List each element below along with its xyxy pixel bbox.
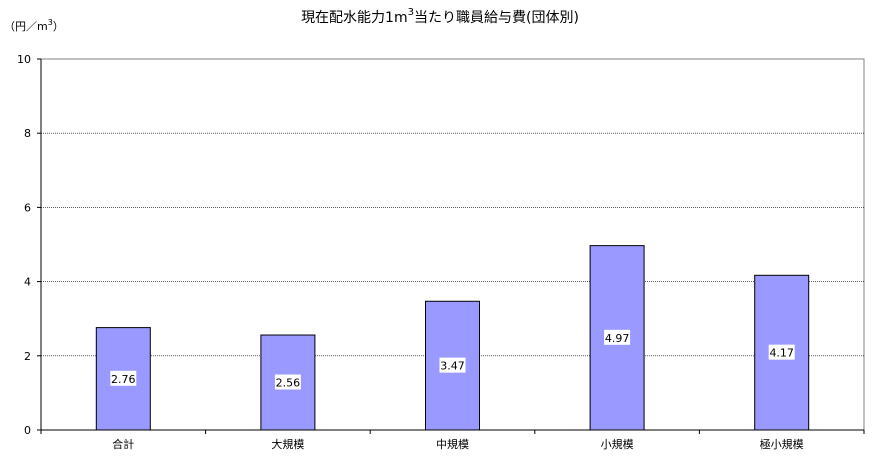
- data-label-bg: [110, 370, 137, 386]
- y-tick-label: 4: [24, 276, 31, 289]
- data-label-1: 2.56: [276, 377, 301, 390]
- category-label-1: 大規模: [271, 437, 304, 451]
- bars: [95, 245, 810, 431]
- y-axis-ticks: 0 2 4 6 8 10: [17, 53, 41, 437]
- category-label-2: 中規模: [436, 437, 469, 451]
- category-label-3: 小規模: [601, 437, 634, 451]
- data-label-4: 4.17: [769, 347, 794, 360]
- data-label-bg: [604, 329, 631, 345]
- y-tick-label: 2: [24, 350, 31, 363]
- y-tick-label: 6: [24, 201, 31, 214]
- y-tick-label: 0: [24, 424, 31, 437]
- data-label-bg: [768, 344, 795, 360]
- y-tick-label: 10: [17, 53, 31, 66]
- chart-title: 現在配水能力1m3当たり職員給与費(団体別): [301, 7, 579, 26]
- data-label-3: 4.97: [605, 332, 630, 345]
- data-labels: 2.76 2.56 3.47 4.97 4.17: [110, 329, 795, 390]
- y-axis-unit: （円／m3）: [4, 18, 64, 33]
- category-label-4: 極小規模: [760, 437, 804, 451]
- data-label-0: 2.76: [111, 373, 136, 386]
- data-label-2: 3.47: [440, 360, 465, 373]
- x-axis-categories: 合計 大規模 中規模 小規模 極小規模: [40, 430, 865, 451]
- data-label-bg: [274, 374, 301, 390]
- data-label-bg: [439, 357, 466, 373]
- y-tick-label: 8: [24, 127, 31, 140]
- category-label-0: 合計: [112, 437, 134, 451]
